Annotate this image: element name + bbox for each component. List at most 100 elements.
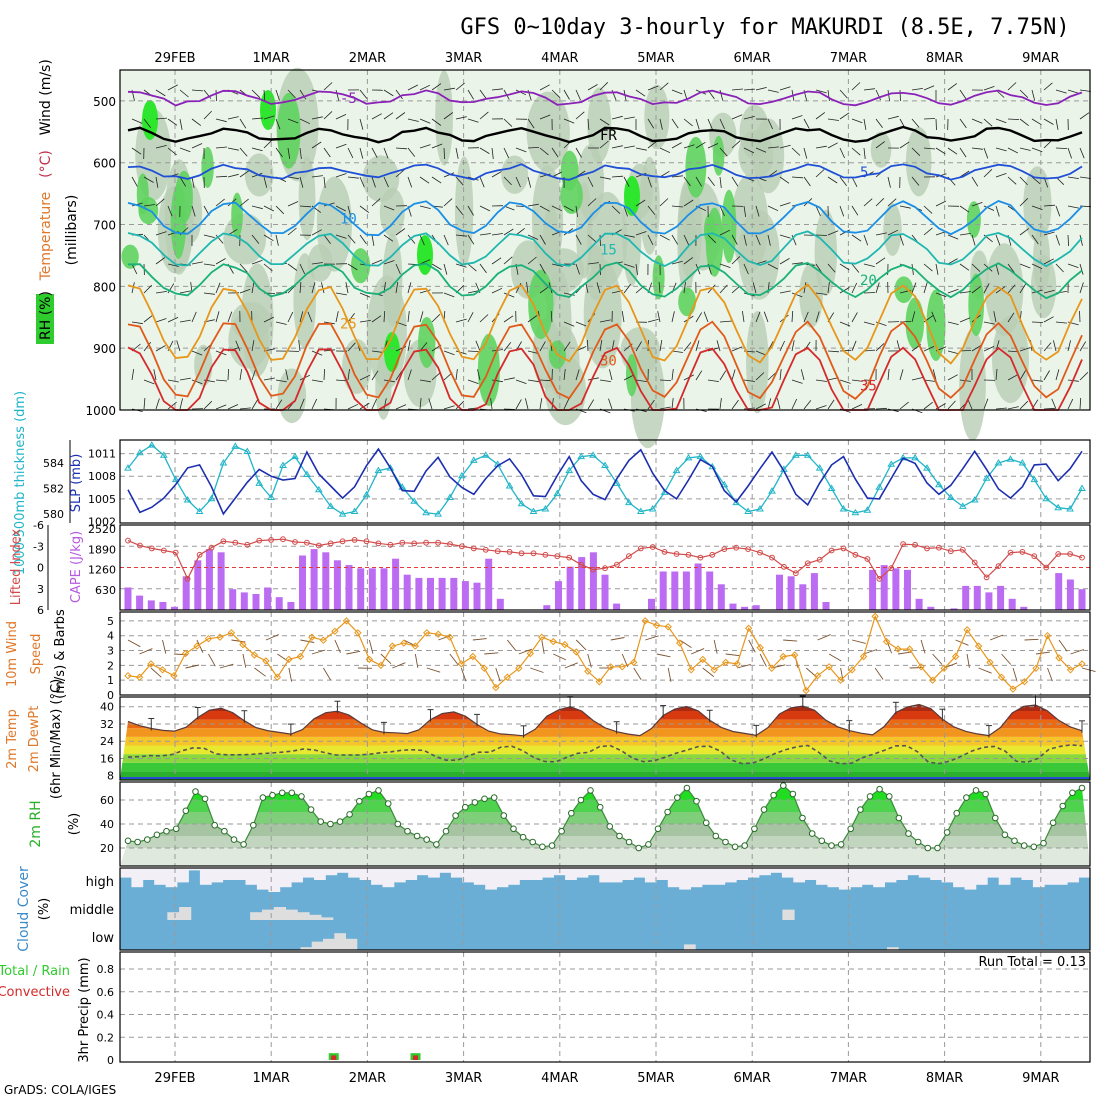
cloud-high-gap (941, 868, 954, 883)
wind-barb (215, 234, 224, 244)
slp-ylabel: SLP (mb) (69, 454, 84, 513)
wind-barb (959, 317, 971, 323)
cloud-high-gap (610, 868, 623, 883)
wind-ytick-label: 5 (107, 615, 114, 628)
wind-barb (239, 263, 248, 273)
wind-barb (755, 205, 760, 217)
wind-barb (815, 89, 827, 94)
lifted-index-point (339, 538, 346, 545)
wind-barb (791, 262, 803, 265)
wind-barb (431, 143, 443, 149)
wind-barb (479, 176, 485, 188)
wind-barb (1031, 176, 1041, 185)
wind-barb (179, 147, 191, 153)
cape-bar (392, 558, 400, 610)
wind-barb (467, 312, 474, 323)
wind-barb (1079, 341, 1087, 352)
wind-barb (239, 118, 247, 129)
cloud-high-gap (838, 868, 851, 890)
cloud-middle-cell (250, 912, 263, 920)
rh-point (201, 795, 209, 803)
thickness-point (481, 451, 490, 458)
run-total-label: Run Total = 0.13 (978, 955, 1086, 970)
wind-barb (623, 234, 635, 238)
rh-point (250, 821, 257, 829)
wind-barb-10m (506, 639, 517, 652)
wind-barb (959, 350, 972, 352)
cape-bar (648, 598, 655, 610)
wind-barb (563, 118, 575, 124)
top-date-label: 4MAR (541, 51, 578, 66)
wind-barb (791, 398, 798, 410)
cape-bar (915, 598, 923, 610)
wind-barb (779, 290, 791, 294)
wind-barb (167, 317, 179, 323)
lifted-index-point (876, 575, 883, 582)
cape-bar (136, 595, 144, 610)
wind-speed-point (538, 633, 546, 641)
lifted-index-point (542, 551, 549, 558)
wind-barb (983, 169, 993, 178)
wind-barb (875, 407, 888, 410)
lifted-index-point (268, 537, 275, 543)
wind-barb (167, 84, 178, 91)
wind-barb (191, 311, 197, 323)
rh-point (346, 811, 353, 818)
wind-speed-point (227, 629, 236, 637)
temp-ytick-label: 32 (100, 718, 114, 731)
wind-barb (815, 205, 821, 217)
wind-barb-10m (656, 653, 671, 658)
rh-point (423, 836, 431, 843)
wind-barb (779, 202, 791, 207)
wind-barb (935, 200, 946, 207)
wind-barb (563, 89, 570, 100)
wind-barb (167, 118, 178, 126)
thickness-point (946, 493, 955, 500)
wind-barb (551, 89, 561, 98)
wind-barb (1079, 372, 1089, 381)
wind-barb (611, 145, 623, 149)
cloud-high-gap (953, 868, 965, 888)
rh-point (808, 830, 816, 837)
cloud-high-gap (222, 868, 235, 880)
wind-barb (311, 398, 318, 410)
thickness-point (899, 453, 907, 461)
wind-barb (575, 263, 580, 275)
wind-barb-10m (219, 663, 234, 669)
wind-barb-10m (472, 638, 487, 641)
wind-speed-point (802, 686, 810, 695)
wind-ytick-label: 4 (107, 630, 114, 643)
rh-point (722, 838, 729, 846)
wind-barb (875, 257, 886, 265)
wind-speed-point (515, 664, 523, 673)
wind-barb (491, 88, 503, 91)
wind-barb (191, 379, 203, 385)
wind-barb (563, 369, 566, 381)
wind-barb (191, 205, 196, 217)
wind-barb (515, 176, 521, 188)
rh-point (635, 844, 643, 852)
wind-barb (1031, 118, 1042, 126)
cloud-high-gap (930, 868, 942, 880)
cape-bar (1055, 573, 1063, 610)
cape-bar (1078, 589, 1086, 610)
lifted-index-point (530, 550, 537, 557)
thickness-point (636, 507, 645, 514)
profile-panel: -5 FR 5 10 15 20 25 30 35 500 600 700 800 900 1000 RH (… (36, 59, 1092, 449)
rh-point (857, 806, 864, 813)
wind-barb (299, 205, 312, 208)
cape-bar (752, 605, 760, 610)
thickness-point (410, 497, 419, 504)
rh-point (577, 796, 585, 804)
wind-barb (971, 263, 981, 272)
wind-barb (623, 205, 628, 217)
wind-barb (503, 118, 513, 127)
wind-barb (863, 147, 866, 159)
cloud-high-gap (393, 868, 406, 883)
rh-point (702, 819, 710, 827)
thickness-point (255, 479, 264, 486)
wind-barb (596, 282, 601, 294)
wind-barb (635, 147, 647, 151)
wind-barb (767, 372, 777, 381)
